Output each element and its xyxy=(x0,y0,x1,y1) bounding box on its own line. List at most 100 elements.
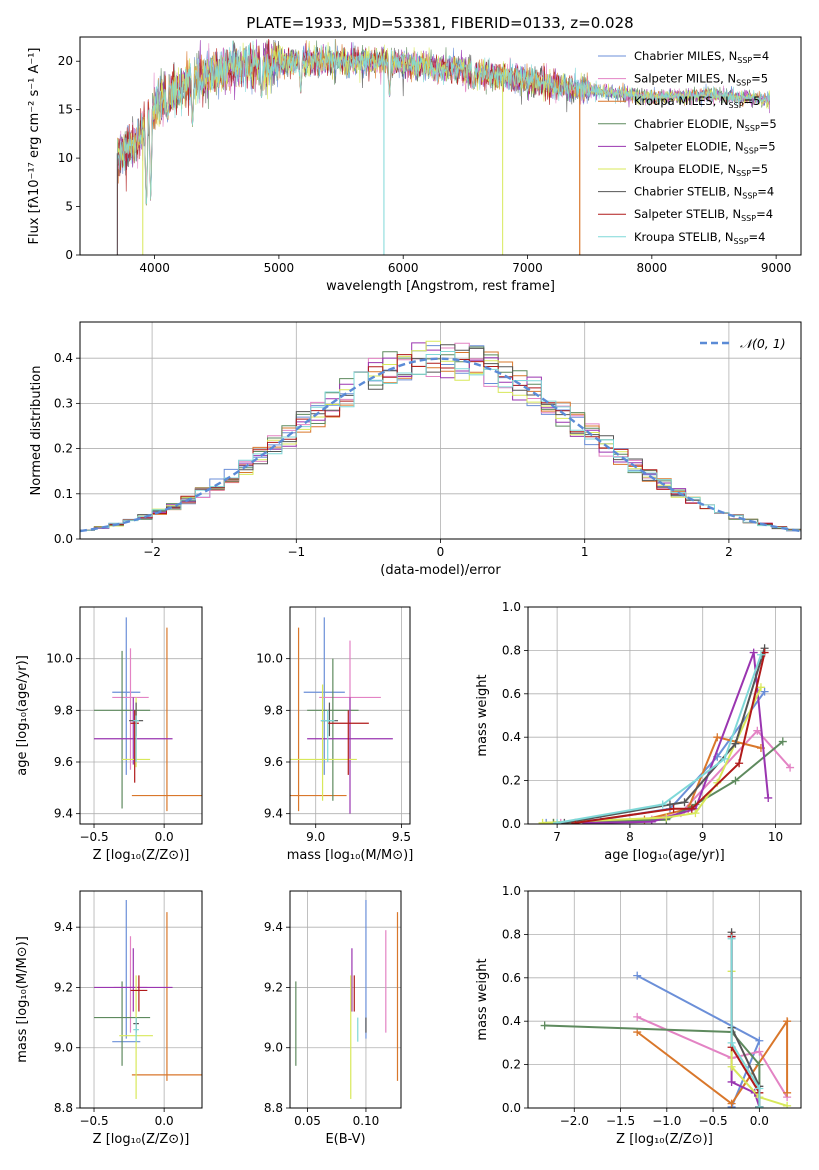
weight-marker xyxy=(760,687,769,696)
residuals-ytick-label: 0.4 xyxy=(54,351,73,365)
legend-nssp: =5 xyxy=(760,117,777,131)
mass-vs-z-ytick-label: 9.2 xyxy=(54,980,73,994)
residuals-legend: 𝒩(0, 1) xyxy=(700,336,786,351)
legend-entry: Salpeter ELODIE, NSSP=5 xyxy=(634,139,776,155)
age-vs-mass-xtick-label: 9.0 xyxy=(306,830,325,844)
mass-vs-ebv-xlabel: E(B-V) xyxy=(325,1132,365,1147)
age-vs-z-plot-area xyxy=(80,607,202,824)
legend-nssp: =4 xyxy=(749,230,766,244)
age-vs-mass-xtick-label: 9.5 xyxy=(392,830,411,844)
age-vs-z-ytick-label: 9.6 xyxy=(54,755,73,769)
weight-marker xyxy=(633,971,642,980)
massweight-vs-z-ytick-label: 0.6 xyxy=(502,971,521,985)
massweight-vs-z-xtick-label: −1.5 xyxy=(606,1114,635,1128)
legend-subscript: SSP xyxy=(742,192,757,201)
age-vs-mass-xlabel: mass [log₁₀(M/M⊙)] xyxy=(287,848,414,863)
weight-marker xyxy=(691,809,700,818)
residuals-frame xyxy=(79,321,802,540)
massweight-vs-age-xtick-label: 9 xyxy=(699,830,707,844)
mass-vs-z-ytick-label: 9.4 xyxy=(54,920,73,934)
weight-marker xyxy=(756,683,765,692)
spectrum-frame xyxy=(79,36,802,256)
weight-marker xyxy=(735,759,744,768)
spectrum-xtick-label: 9000 xyxy=(761,261,792,275)
legend-label: Salpeter MILES, N xyxy=(634,72,736,86)
weight-marker xyxy=(662,813,671,822)
mass-vs-ebv-frame xyxy=(289,890,402,1109)
legend-label: 𝒩(0, 1) xyxy=(740,336,786,351)
mass-vs-ebv-plot-area xyxy=(290,891,401,1108)
mass-vs-z-ytick-label: 8.8 xyxy=(54,1101,73,1115)
spectrum-ytick-label: 5 xyxy=(65,200,73,214)
weight-marker xyxy=(755,1047,764,1056)
weight-series xyxy=(636,1017,789,1106)
massweight-vs-z-ylabel: mass weight xyxy=(475,958,490,1040)
legend-label: Salpeter ELODIE, N xyxy=(634,139,744,153)
legend-nssp: =5 xyxy=(744,94,761,108)
weight-marker xyxy=(764,793,773,802)
massweight-vs-age-ytick-label: 0.0 xyxy=(502,817,521,831)
massweight-vs-age-ylabel: mass weight xyxy=(475,674,490,756)
age-vs-z-frame xyxy=(79,606,203,825)
legend-entry: Chabrier ELODIE, NSSP=5 xyxy=(634,117,777,133)
massweight-vs-z-ytick-label: 0.8 xyxy=(502,927,521,941)
massweight-vs-age-ytick-label: 0.8 xyxy=(502,643,521,657)
histogram-series xyxy=(80,351,801,539)
age-vs-z-panel: −0.5 0.0 9.4 9.6 9.8 10.0 Z [log₁₀(Z/Z⊙)] age [… xyxy=(15,606,203,863)
age-vs-z-xlabel: Z [log₁₀(Z/Z⊙)] xyxy=(93,848,190,863)
age-vs-mass-ytick-label: 10.0 xyxy=(256,652,283,666)
mass-vs-z-panel: −0.5 0.0 8.8 9.0 9.2 9.4 Z [log₁₀(Z/Z⊙)] mass [… xyxy=(15,890,203,1147)
weight-marker xyxy=(731,739,740,748)
legend-subscript: SSP xyxy=(737,56,752,65)
spectrum-xtick-label: 5000 xyxy=(264,261,295,275)
massweight-vs-z-xlabel: Z [log₁₀(Z/Z⊙)] xyxy=(616,1132,713,1147)
massweight-vs-z-xtick-label: −2.0 xyxy=(560,1114,589,1128)
spectrum-ytick-label: 0 xyxy=(65,248,73,262)
age-vs-z-ytick-label: 10.0 xyxy=(46,652,73,666)
legend-entry: Kroupa MILES, NSSP=5 xyxy=(634,94,760,110)
weight-marker xyxy=(647,817,656,824)
weight-marker xyxy=(755,1084,764,1093)
legend-nssp: =5 xyxy=(751,72,768,86)
mass-vs-ebv-xtick-label: 0.10 xyxy=(353,1114,380,1128)
residuals-ytick-label: 0.1 xyxy=(54,487,73,501)
legend-subscript: SSP xyxy=(736,169,751,178)
legend-nssp: =5 xyxy=(751,162,768,176)
spectrum-xtick-label: 6000 xyxy=(388,261,419,275)
legend-subscript: SSP xyxy=(734,237,749,246)
massweight-vs-z-xtick-label: −0.5 xyxy=(699,1114,728,1128)
weight-marker xyxy=(755,1102,764,1108)
weight-marker xyxy=(778,737,787,746)
mass-vs-z-plot-area xyxy=(80,891,202,1108)
figure-title: PLATE=1933, MJD=53381, FIBERID=0133, z=0… xyxy=(246,14,633,32)
massweight-vs-z-xtick-label: −1.0 xyxy=(652,1114,681,1128)
spectrum-xtick-label: 8000 xyxy=(637,261,668,275)
mass-vs-z-xlabel: Z [log₁₀(Z/Z⊙)] xyxy=(93,1132,190,1147)
legend-label: Kroupa STELIB, N xyxy=(634,230,734,244)
residuals-xtick-label: −1 xyxy=(287,545,305,559)
spectrum-ytick-label: 10 xyxy=(58,151,73,165)
mass-vs-ebv-panel: 0.05 0.10 8.8 9.0 9.2 9.4 E(B-V) xyxy=(264,890,402,1147)
weight-marker xyxy=(658,800,667,809)
legend-subscript: SSP xyxy=(741,214,756,223)
spectrum-xtick-label: 7000 xyxy=(512,261,543,275)
weight-marker xyxy=(786,763,795,772)
weight-series xyxy=(575,652,766,824)
weight-marker xyxy=(680,798,689,807)
massweight-vs-z-frame xyxy=(527,890,802,1109)
legend-label: Chabrier ELODIE, N xyxy=(634,117,745,131)
weight-marker xyxy=(755,1036,764,1045)
massweight-vs-z-ytick-label: 1.0 xyxy=(502,884,521,898)
weight-marker xyxy=(783,1017,792,1026)
age-vs-mass-frame xyxy=(289,606,411,825)
mass-vs-z-xtick-label: 0.0 xyxy=(155,1114,174,1128)
legend-label: Chabrier MILES, N xyxy=(634,49,737,63)
spectrum-xtick-label: 4000 xyxy=(139,261,170,275)
residuals-plot-area xyxy=(80,322,801,539)
legend-entry: Kroupa STELIB, NSSP=4 xyxy=(634,230,765,246)
age-vs-z-ytick-label: 9.8 xyxy=(54,703,73,717)
weight-series xyxy=(730,938,761,1107)
massweight-vs-age-frame xyxy=(527,606,802,825)
weight-marker xyxy=(753,726,762,735)
